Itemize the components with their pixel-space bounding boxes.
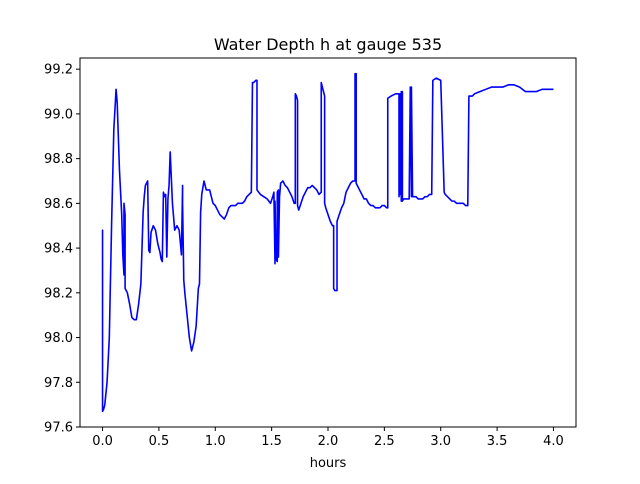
y-tick-label: 99.0 [44, 107, 73, 122]
y-tick-label: 98.4 [44, 242, 73, 257]
x-tick-label: 1.0 [205, 434, 226, 449]
x-tick-label: 4.0 [543, 434, 564, 449]
y-tick-label: 98.8 [44, 152, 73, 167]
plot-area [80, 58, 576, 427]
x-tick-label: 0.0 [92, 434, 113, 449]
series-layer [101, 72, 554, 413]
chart-title: Water Depth h at gauge 535 [214, 35, 442, 54]
series-line [101, 72, 554, 413]
x-axis-label: hours [310, 456, 347, 471]
x-axis-ticks: 0.0 0.5 1.0 1.5 2.0 2.5 3.0 3.5 4.0 [92, 427, 564, 449]
y-tick-label: 98.6 [44, 197, 73, 212]
x-tick-label: 2.0 [318, 434, 339, 449]
axes-frame [79, 57, 577, 428]
y-tick-label: 98.0 [44, 331, 73, 346]
y-axis-ticks: 97.6 97.8 98.0 98.2 98.4 98.6 98.8 99.0 99.2 [44, 63, 80, 436]
y-tick-label: 98.2 [44, 286, 73, 301]
y-tick-label: 99.2 [44, 63, 73, 78]
x-tick-label: 2.5 [374, 434, 395, 449]
y-tick-label: 97.6 [44, 421, 73, 436]
x-tick-label: 3.0 [430, 434, 451, 449]
x-tick-label: 1.5 [261, 434, 282, 449]
x-tick-label: 0.5 [149, 434, 170, 449]
y-tick-label: 97.8 [44, 376, 73, 391]
x-tick-label: 3.5 [487, 434, 508, 449]
